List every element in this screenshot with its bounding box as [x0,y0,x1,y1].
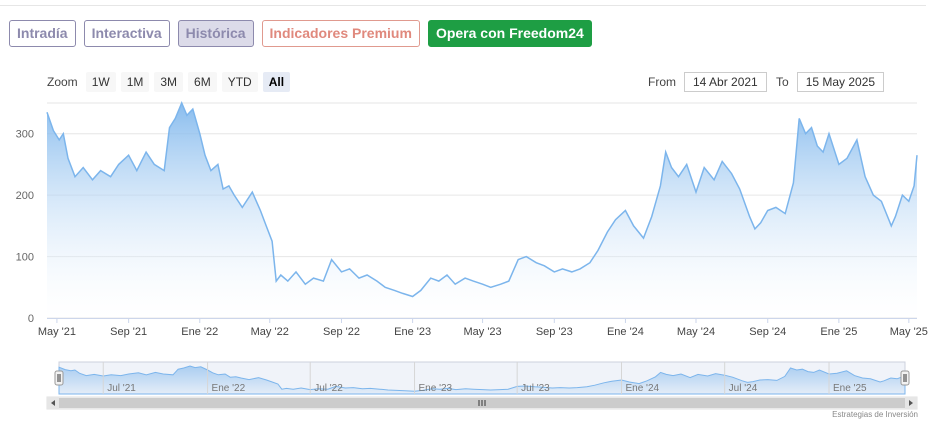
navigator-label: Ene '25 [833,383,867,394]
scrollbar-thumb[interactable] [59,398,905,408]
x-axis-labels: May '21 Sep '21 Ene '22 May '22 Sep '22 Ene '… [38,318,928,338]
tab-interactiva[interactable]: Interactiva [83,20,170,47]
y-axis-labels: 0 100 200 300 [16,129,34,325]
x-tick-label: May '25 [890,326,928,338]
y-tick-label: 100 [16,252,34,264]
navigator-window[interactable] [58,361,906,395]
navigator-label: Ene '24 [625,383,659,394]
chart-credit: Estrategias de Inversión [832,410,918,419]
navigator-label: Jul '23 [521,383,550,394]
range-to: To 15 May 2025 [776,72,885,92]
price-line [46,101,918,298]
range-to-input[interactable]: 15 May 2025 [796,72,885,92]
navigator-label: Ene '22 [212,383,246,394]
navigator-label: Jul '21 [107,383,136,394]
y-grid [47,102,917,319]
y-tick-label: 200 [16,190,34,202]
zoom-1m-button[interactable]: 1M [120,72,150,92]
x-tick-label: Sep '23 [536,326,573,338]
zoom-ytd-button[interactable]: YTD [221,72,258,92]
range-from: From 14 Abr 2021 [648,72,767,92]
x-tick-label: Ene '24 [607,326,644,338]
chevron-right-icon [909,400,913,406]
navigator-handles[interactable] [54,370,910,386]
range-to-label: To [776,75,789,89]
price-area [47,103,917,318]
x-tick-label: Ene '25 [820,326,857,338]
x-tick-label: Sep '24 [749,326,786,338]
scrollbar-left-arrow[interactable] [47,397,59,409]
x-tick-label: May '22 [251,326,289,338]
tab-historica[interactable]: Histórica [177,20,254,47]
zoom-selector: Zoom 1W 1M 3M 6M YTD All [47,72,295,92]
zoom-6m-button[interactable]: 6M [188,72,217,92]
tab-intradia[interactable]: Intradía [9,20,76,47]
grip-lines-icon [478,400,486,406]
x-tick-label: May '21 [38,326,76,338]
navigator-left-handle[interactable] [54,370,64,386]
navigator-label: Jul '22 [314,383,343,394]
zoom-label: Zoom [47,75,78,89]
x-tick-label: Sep '22 [323,326,360,338]
range-from-label: From [648,75,676,89]
tab-indicadores-premium[interactable]: Indicadores Premium [261,20,420,47]
handle-body [900,370,910,386]
handle-body [54,370,64,386]
zoom-all-button[interactable]: All [262,72,291,92]
range-from-input[interactable]: 14 Abr 2021 [684,72,767,92]
x-tick-label: Sep '21 [110,326,147,338]
scrollbar-right-arrow[interactable] [905,397,917,409]
x-tick-label: Ene '23 [394,326,431,338]
chevron-left-icon [51,400,55,406]
navigator-labels: Jul '21 Ene '22 Jul '22 Ene '23 Jul '23 Ene '… [102,362,867,394]
navigator-right-handle[interactable] [900,370,910,386]
tab-bar: Intradía Interactiva Histórica Indicador… [9,20,592,47]
y-tick-label: 0 [28,313,34,325]
navigator-series [58,365,906,395]
zoom-3m-button[interactable]: 3M [154,72,184,92]
navigator-label: Jul '24 [729,383,758,394]
x-tick-label: Ene '22 [181,326,218,338]
zoom-1w-button[interactable]: 1W [85,72,116,92]
top-divider [0,5,926,6]
navigator-label: Ene '23 [419,383,453,394]
y-tick-label: 300 [16,129,34,141]
scrollbar-track[interactable] [46,396,918,410]
x-tick-label: May '24 [677,326,715,338]
opera-freedom24-button[interactable]: Opera con Freedom24 [427,20,592,47]
x-tick-label: May '23 [463,326,501,338]
